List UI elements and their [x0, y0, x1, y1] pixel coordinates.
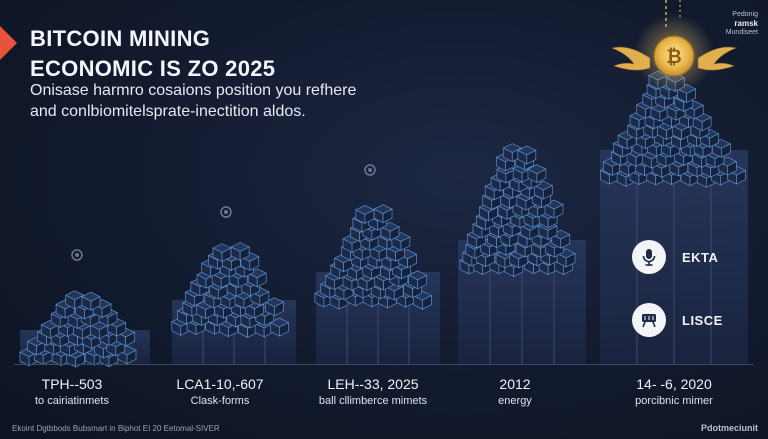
subtitle-line-1: Onisase harmro cosaions position you ref…	[30, 82, 357, 99]
marker-dot	[220, 206, 232, 218]
mining-cube	[64, 290, 85, 310]
accent-arrow	[0, 26, 17, 60]
title-line-2: ECONOMIC IS ZO 2025	[30, 56, 276, 81]
legend-item-ekta: EKTA	[632, 240, 718, 274]
mining-cube	[355, 205, 375, 224]
mining-cube	[373, 204, 393, 224]
stage-caption: ball cllimberce mimets	[318, 395, 428, 407]
mining-cube	[81, 291, 101, 311]
page-title: BITCOIN MINING ECONOMIC IS ZO 2025	[30, 24, 275, 84]
mining-cube	[692, 112, 712, 132]
mining-cube	[711, 138, 732, 158]
brand-line-1: Pedonig	[732, 11, 758, 18]
brand-line-2: ramsk	[734, 19, 758, 28]
legend-item-lisce: LISCE	[632, 303, 723, 337]
cart-icon	[632, 303, 666, 337]
mining-cube	[269, 317, 290, 337]
brand-line-3: Mundiseet	[725, 29, 758, 36]
footer-note: Ekoint Dgtbbods Bubsmart in Biphot EI 20…	[12, 424, 220, 433]
stage-caption: to cairiatinmets	[35, 395, 109, 407]
mining-cube	[106, 317, 127, 337]
legend-label: LISCE	[682, 312, 723, 328]
mining-cube	[544, 199, 564, 219]
mining-cube	[407, 270, 428, 290]
stage-label-1: TPH--503 to cairiatinmets	[0, 376, 152, 409]
stage-label-3: LEH--33, 2025 ball cllimberce mimets	[293, 376, 453, 409]
mining-cube	[239, 251, 260, 271]
mining-cube	[264, 297, 285, 317]
subtitle-line-2: and conlbiomitelsprate-inectition aldos.	[30, 103, 306, 120]
stage-title: 2012	[499, 376, 531, 392]
stage-caption: porcibnic mimer	[635, 395, 713, 407]
stage-title: LEH--33, 2025	[327, 376, 419, 392]
mining-cube	[55, 299, 75, 319]
title-line-1: BITCOIN MINING	[30, 26, 211, 51]
stage-label-2: LCA1-10,-607 Clask-forms	[140, 376, 300, 409]
stage-title: 14- -6, 2020	[636, 376, 712, 392]
winged-bitcoin-icon: ₿	[611, 0, 737, 94]
mining-cube	[384, 281, 405, 301]
stage-label-4: 2012 energy	[435, 376, 595, 409]
microphone-icon	[632, 240, 666, 274]
svg-text:₿: ₿	[666, 47, 681, 68]
stage-title: TPH--503	[41, 376, 103, 392]
stage-title: LCA1-10,-607	[176, 376, 264, 392]
mining-cube	[230, 242, 250, 262]
footer-brand: Pdotmeciunit	[700, 423, 758, 433]
marker-dot	[71, 249, 83, 261]
mining-cube	[195, 300, 216, 320]
mining-cube	[333, 253, 354, 273]
stage-caption: energy	[498, 395, 532, 407]
page-subtitle: Onisase harmro cosaions position you ref…	[30, 80, 390, 122]
brand-mark: Pedonig ramsk Mundiseet	[726, 10, 758, 37]
stage-label-5: 14- -6, 2020 porcibnic mimer	[594, 376, 754, 409]
legend-label: EKTA	[682, 249, 719, 265]
mining-cube	[517, 145, 537, 165]
marker-dot	[364, 164, 376, 176]
stage-caption: Clask-forms	[190, 395, 250, 407]
baseline-divider	[14, 364, 754, 365]
mining-cube	[527, 164, 547, 184]
